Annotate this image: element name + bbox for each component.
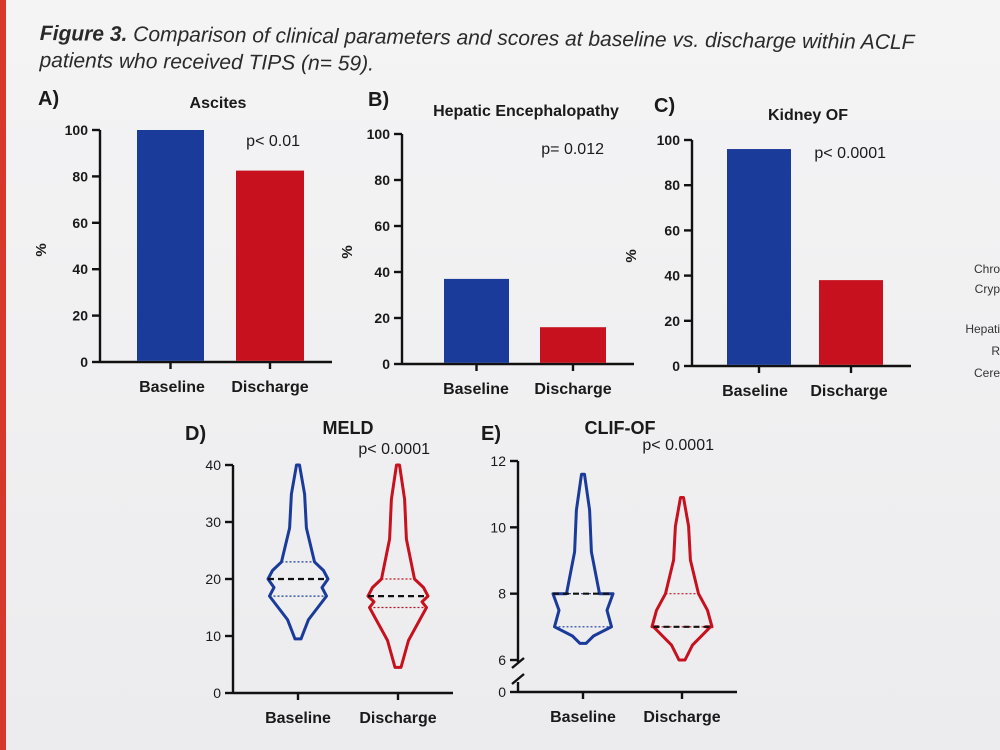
chart-title-4: MELD xyxy=(323,418,374,438)
y-tick-label-4-0: 0 xyxy=(213,685,221,701)
p-value-3: p< 0.0001 xyxy=(814,145,886,162)
y-tick-label-2-2: 40 xyxy=(374,264,390,280)
chart-title-5: CLIF-OF xyxy=(585,418,656,438)
y-tick-label-3-0: 0 xyxy=(672,358,680,374)
bar-3-discharge xyxy=(819,280,883,365)
x-category-label-1-1: Discharge xyxy=(231,379,308,396)
p-value-2: p= 0.012 xyxy=(541,141,604,158)
violin-5-baseline xyxy=(551,472,615,645)
y-tick-label-3-4: 80 xyxy=(664,177,680,193)
chart-title-1: Ascites xyxy=(190,95,247,112)
y-tick-label-4-3: 30 xyxy=(205,514,221,530)
y-tick-label-2-3: 60 xyxy=(374,218,390,234)
panel-letter-4: D) xyxy=(185,423,206,445)
panel-letter-3: C) xyxy=(654,95,675,117)
y-tick-label-5-4: 12 xyxy=(490,453,506,469)
chart-title-3: Kidney OF xyxy=(768,107,848,124)
panel-letter-5: E) xyxy=(481,423,501,445)
bar-1-discharge xyxy=(236,170,304,361)
x-category-label-4-0: Baseline xyxy=(265,710,331,727)
y-tick-label-2-4: 80 xyxy=(374,172,390,188)
poster-red-border xyxy=(0,0,6,750)
x-category-label-2-1: Discharge xyxy=(534,381,611,398)
x-category-label-5-0: Baseline xyxy=(550,709,616,726)
p-value-1: p< 0.01 xyxy=(246,133,300,150)
y-tick-label-5-3: 10 xyxy=(490,519,506,535)
y-tick-label-1-1: 20 xyxy=(72,308,88,324)
panel-letter-1: A) xyxy=(38,88,59,110)
y-tick-label-5-2: 8 xyxy=(498,586,506,602)
y-tick-label-4-2: 20 xyxy=(205,571,221,587)
p-value-5: p< 0.0001 xyxy=(642,437,714,454)
panel-letter-2: B) xyxy=(368,89,389,111)
side-text-5: Cere xyxy=(973,366,1000,380)
y-tick-label-4-4: 40 xyxy=(205,457,221,473)
violin-panel-5: E) CLIF-OFp< 0.0001 0 6 8 10 12 Baseline Dischar… xyxy=(481,418,737,726)
y-tick-label-1-5: 100 xyxy=(65,122,89,138)
y-axis-label-3: % xyxy=(623,249,640,262)
chart-title-2: Hepatic Encephalopathy xyxy=(433,103,619,120)
y-tick-label-4-1: 10 xyxy=(205,628,221,644)
y-tick-label-3-3: 60 xyxy=(664,222,680,238)
bar-3-baseline xyxy=(727,149,791,365)
x-category-label-1-0: Baseline xyxy=(139,379,205,396)
violin-4-baseline xyxy=(266,463,330,641)
violin-4-discharge xyxy=(366,463,430,669)
y-tick-label-5-0: 0 xyxy=(498,684,506,700)
violin-panel-4: D) MELD p< 0.0001 0 10 20 30 40 Baseline Discharg… xyxy=(185,418,453,727)
bar-panel-2: B) Hepatic Encephalopathy p= 0.012% 0 20 40 60… xyxy=(339,89,634,398)
y-tick-label-5-1: 6 xyxy=(498,652,506,668)
x-category-label-3-0: Baseline xyxy=(722,383,788,400)
axis-break-mark-upper-5 xyxy=(511,657,525,669)
bar-2-baseline xyxy=(444,278,509,363)
x-category-label-2-0: Baseline xyxy=(443,381,509,398)
side-text-1: Chro xyxy=(973,262,1000,276)
axis-break-mark-lower-5 xyxy=(511,673,525,685)
y-tick-label-3-1: 20 xyxy=(664,313,680,329)
y-tick-label-2-0: 0 xyxy=(382,356,390,372)
violin-5-discharge xyxy=(650,495,714,662)
bar-panel-3: C) Kidney OF p< 0.0001% 0 20 40 60 80 100 Baselin… xyxy=(623,95,911,400)
y-tick-label-3-5: 100 xyxy=(657,132,681,148)
x-category-label-3-1: Discharge xyxy=(810,383,887,400)
y-tick-label-1-3: 60 xyxy=(72,215,88,231)
y-axis-label-1: % xyxy=(33,243,50,256)
y-tick-label-2-1: 20 xyxy=(374,310,390,326)
y-tick-label-3-2: 40 xyxy=(664,268,680,284)
bar-panel-1: A) Ascites p< 0.01% 0 20 40 60 80 100 Baseline Dis… xyxy=(33,88,332,396)
y-tick-label-1-2: 40 xyxy=(72,261,88,277)
y-tick-label-2-5: 100 xyxy=(367,126,391,142)
side-text-3: Hepati xyxy=(965,322,1000,336)
y-tick-label-1-4: 80 xyxy=(72,168,88,184)
bar-1-baseline xyxy=(137,130,204,361)
p-value-4: p< 0.0001 xyxy=(358,441,430,458)
side-text-4: R xyxy=(991,344,1000,358)
y-axis-label-2: % xyxy=(339,245,356,258)
bar-2-discharge xyxy=(540,327,606,363)
y-tick-label-1-0: 0 xyxy=(80,354,88,370)
x-category-label-4-1: Discharge xyxy=(359,710,436,727)
side-text-2: Cryp xyxy=(974,282,1000,296)
x-category-label-5-1: Discharge xyxy=(643,709,720,726)
